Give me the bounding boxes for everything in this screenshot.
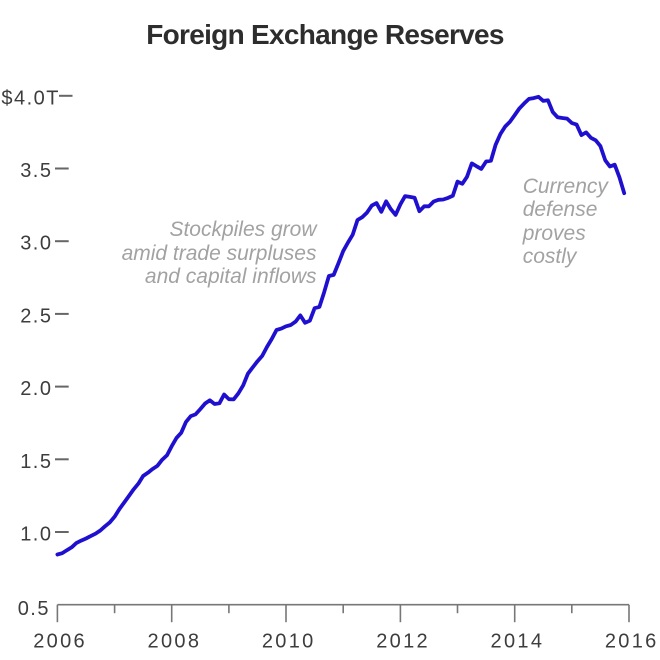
svg-text:1.5: 1.5 — [20, 451, 52, 473]
svg-text:0.5: 0.5 — [18, 598, 50, 620]
svg-text:2006: 2006 — [33, 631, 87, 653]
svg-text:3.0: 3.0 — [20, 233, 52, 255]
svg-text:2012: 2012 — [376, 631, 430, 653]
svg-text:2.0: 2.0 — [20, 378, 52, 400]
svg-text:$4.0T: $4.0T — [1, 87, 60, 109]
svg-text:1.0: 1.0 — [20, 524, 52, 546]
svg-text:3.5: 3.5 — [20, 160, 52, 182]
svg-text:2.5: 2.5 — [20, 305, 52, 327]
svg-text:2008: 2008 — [148, 631, 202, 653]
svg-text:2014: 2014 — [491, 631, 545, 653]
svg-text:2010: 2010 — [262, 631, 316, 653]
svg-text:2016: 2016 — [605, 631, 659, 653]
